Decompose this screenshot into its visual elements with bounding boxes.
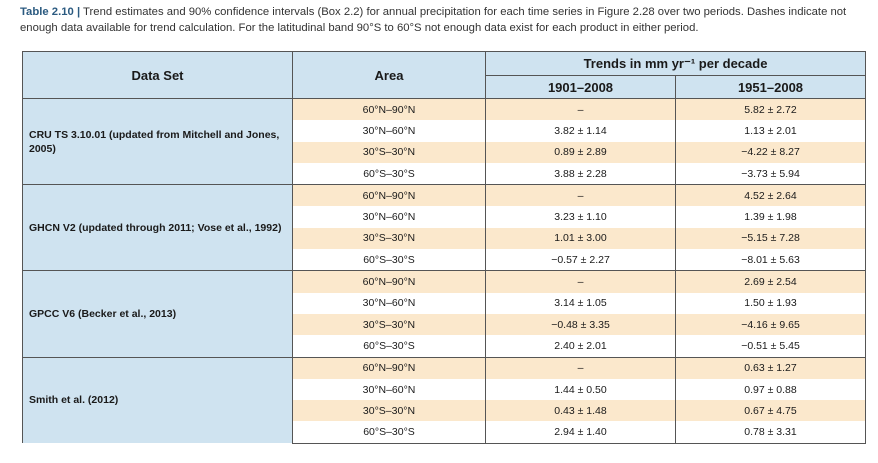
trend-1901-2008-cell: 3.88 ± 2.28 [485,162,676,186]
trend-1951-2008-cell: −8.01 ± 5.63 [675,249,866,272]
trend-1901-2008-cell: 3.23 ± 1.10 [485,206,676,228]
trend-1901-2008-cell: 3.82 ± 1.14 [485,120,676,142]
trend-1901-2008-cell: −0.57 ± 2.27 [485,249,676,272]
trend-1951-2008-cell: 5.82 ± 2.72 [675,98,866,121]
area-cell: 30°S–30°N [292,141,486,163]
header-period-1901-2008: 1901–2008 [485,75,676,99]
trend-1901-2008-cell: 0.43 ± 1.48 [485,400,676,422]
trend-1951-2008-cell: −3.73 ± 5.94 [675,162,866,186]
area-cell: 60°S–30°S [292,162,486,186]
trend-1901-2008-cell: 2.40 ± 2.01 [485,335,676,358]
table-row: 60°S–30°S 2.40 ± 2.01 −0.51 ± 5.45 [23,335,866,358]
area-cell: 60°N–90°N [292,98,486,121]
trend-1951-2008-cell: 1.50 ± 1.93 [675,292,866,314]
caption-separator: | [76,6,81,18]
area-cell: 30°S–30°N [292,227,486,250]
table-row: 30°S–30°N 1.01 ± 3.00 −5.15 ± 7.28 [23,227,866,250]
trend-1901-2008-cell: 1.01 ± 3.00 [485,227,676,250]
table-row: 30°N–60°N 3.23 ± 1.10 1.39 ± 1.98 [23,206,866,228]
table-row: 30°N–60°N 3.14 ± 1.05 1.50 ± 1.93 [23,292,866,314]
trend-1901-2008-cell: – [485,184,676,207]
table-row: 60°S–30°S 2.94 ± 1.40 0.78 ± 3.31 [23,421,866,444]
header-trends: Trends in mm yr⁻¹ per decade [485,51,866,76]
table-row: Smith et al. (2012) 60°N–90°N –0.63 ± 1.27 [22,356,866,444]
table-caption: Table 2.10 | Trend estimates and 90% con… [20,4,865,36]
trend-1901-2008-cell: 1.44 ± 0.50 [485,378,676,401]
trend-1901-2008-cell: 0.89 ± 2.89 [485,141,676,163]
trend-1951-2008-cell: 0.97 ± 0.88 [675,378,866,401]
table-row: 30°S–30°N −0.48 ± 3.35 −4.16 ± 9.65 [23,313,866,336]
area-cell: 60°S–30°S [292,335,486,358]
header-period-1951-2008: 1951–2008 [675,75,866,99]
area-cell: 60°S–30°S [292,249,486,272]
area-cell: 30°S–30°N [292,400,486,422]
data-set-name: CRU TS 3.10.01 (updated from Mitchell an… [22,97,293,185]
trend-1901-2008-cell: −0.48 ± 3.35 [485,313,676,336]
table-row: 30°S–30°N 0.43 ± 1.48 0.67 ± 4.75 [23,400,866,422]
table-row: 30°N–60°N 1.44 ± 0.50 0.97 ± 0.88 [23,378,866,401]
table-label: Table 2.10 [20,6,74,18]
table-row: 30°N–60°N 3.82 ± 1.14 1.13 ± 2.01 [23,120,866,142]
header-data-set: Data Set [22,51,293,99]
trend-1951-2008-cell: 0.78 ± 3.31 [675,421,866,444]
table-row: CRU TS 3.10.01 (updated from Mitchell an… [22,97,866,185]
table-body: CRU TS 3.10.01 (updated from Mitchell an… [22,97,866,444]
data-set-name: Smith et al. (2012) [22,356,293,444]
trend-1951-2008-cell: 1.13 ± 2.01 [675,120,866,142]
area-cell: 30°N–60°N [292,378,486,401]
data-set-name: GPCC V6 (Becker et al., 2013) [22,270,293,358]
trend-1901-2008-cell: 3.14 ± 1.05 [485,292,676,314]
table-row: 60°S–30°S −0.57 ± 2.27 −8.01 ± 5.63 [23,249,866,272]
caption-text: Trend estimates and 90% confidence inter… [20,6,847,34]
area-cell: 60°S–30°S [292,421,486,444]
area-cell: 60°N–90°N [292,184,486,207]
table-row: GHCN V2 (updated through 2011; Vose et a… [22,184,866,271]
trend-1901-2008-cell: – [485,270,676,293]
area-cell: 30°N–60°N [292,206,486,228]
trend-1951-2008-cell: 2.69 ± 2.54 [675,270,866,293]
area-cell: 60°N–90°N [292,356,486,379]
trend-1951-2008-cell: 1.39 ± 1.98 [675,206,866,228]
trend-1901-2008-cell: – [485,356,676,379]
area-cell: 30°N–60°N [292,292,486,314]
table-row: GPCC V6 (Becker et al., 2013) 60°N–90°N –2… [22,270,866,358]
trend-1901-2008-cell: – [485,98,676,121]
table-row: 30°S–30°N 0.89 ± 2.89 −4.22 ± 8.27 [23,141,866,163]
area-cell: 30°S–30°N [292,313,486,336]
data-set-name: GHCN V2 (updated through 2011; Vose et a… [22,184,293,271]
trend-1951-2008-cell: −0.51 ± 5.45 [675,335,866,358]
trend-1951-2008-cell: 4.52 ± 2.64 [675,184,866,207]
trend-1951-2008-cell: −4.22 ± 8.27 [675,141,866,163]
trend-1901-2008-cell: 2.94 ± 1.40 [485,421,676,444]
trend-table: Data Set Area Trends in mm yr⁻¹ per deca… [22,51,866,444]
trend-1951-2008-cell: −4.16 ± 9.65 [675,313,866,336]
table-row: 60°S–30°S 3.88 ± 2.28 −3.73 ± 5.94 [23,162,866,186]
area-cell: 30°N–60°N [292,120,486,142]
trend-1951-2008-cell: −5.15 ± 7.28 [675,227,866,250]
header-area: Area [292,51,486,99]
trend-1951-2008-cell: 0.67 ± 4.75 [675,400,866,422]
area-cell: 60°N–90°N [292,270,486,293]
trend-1951-2008-cell: 0.63 ± 1.27 [675,356,866,379]
